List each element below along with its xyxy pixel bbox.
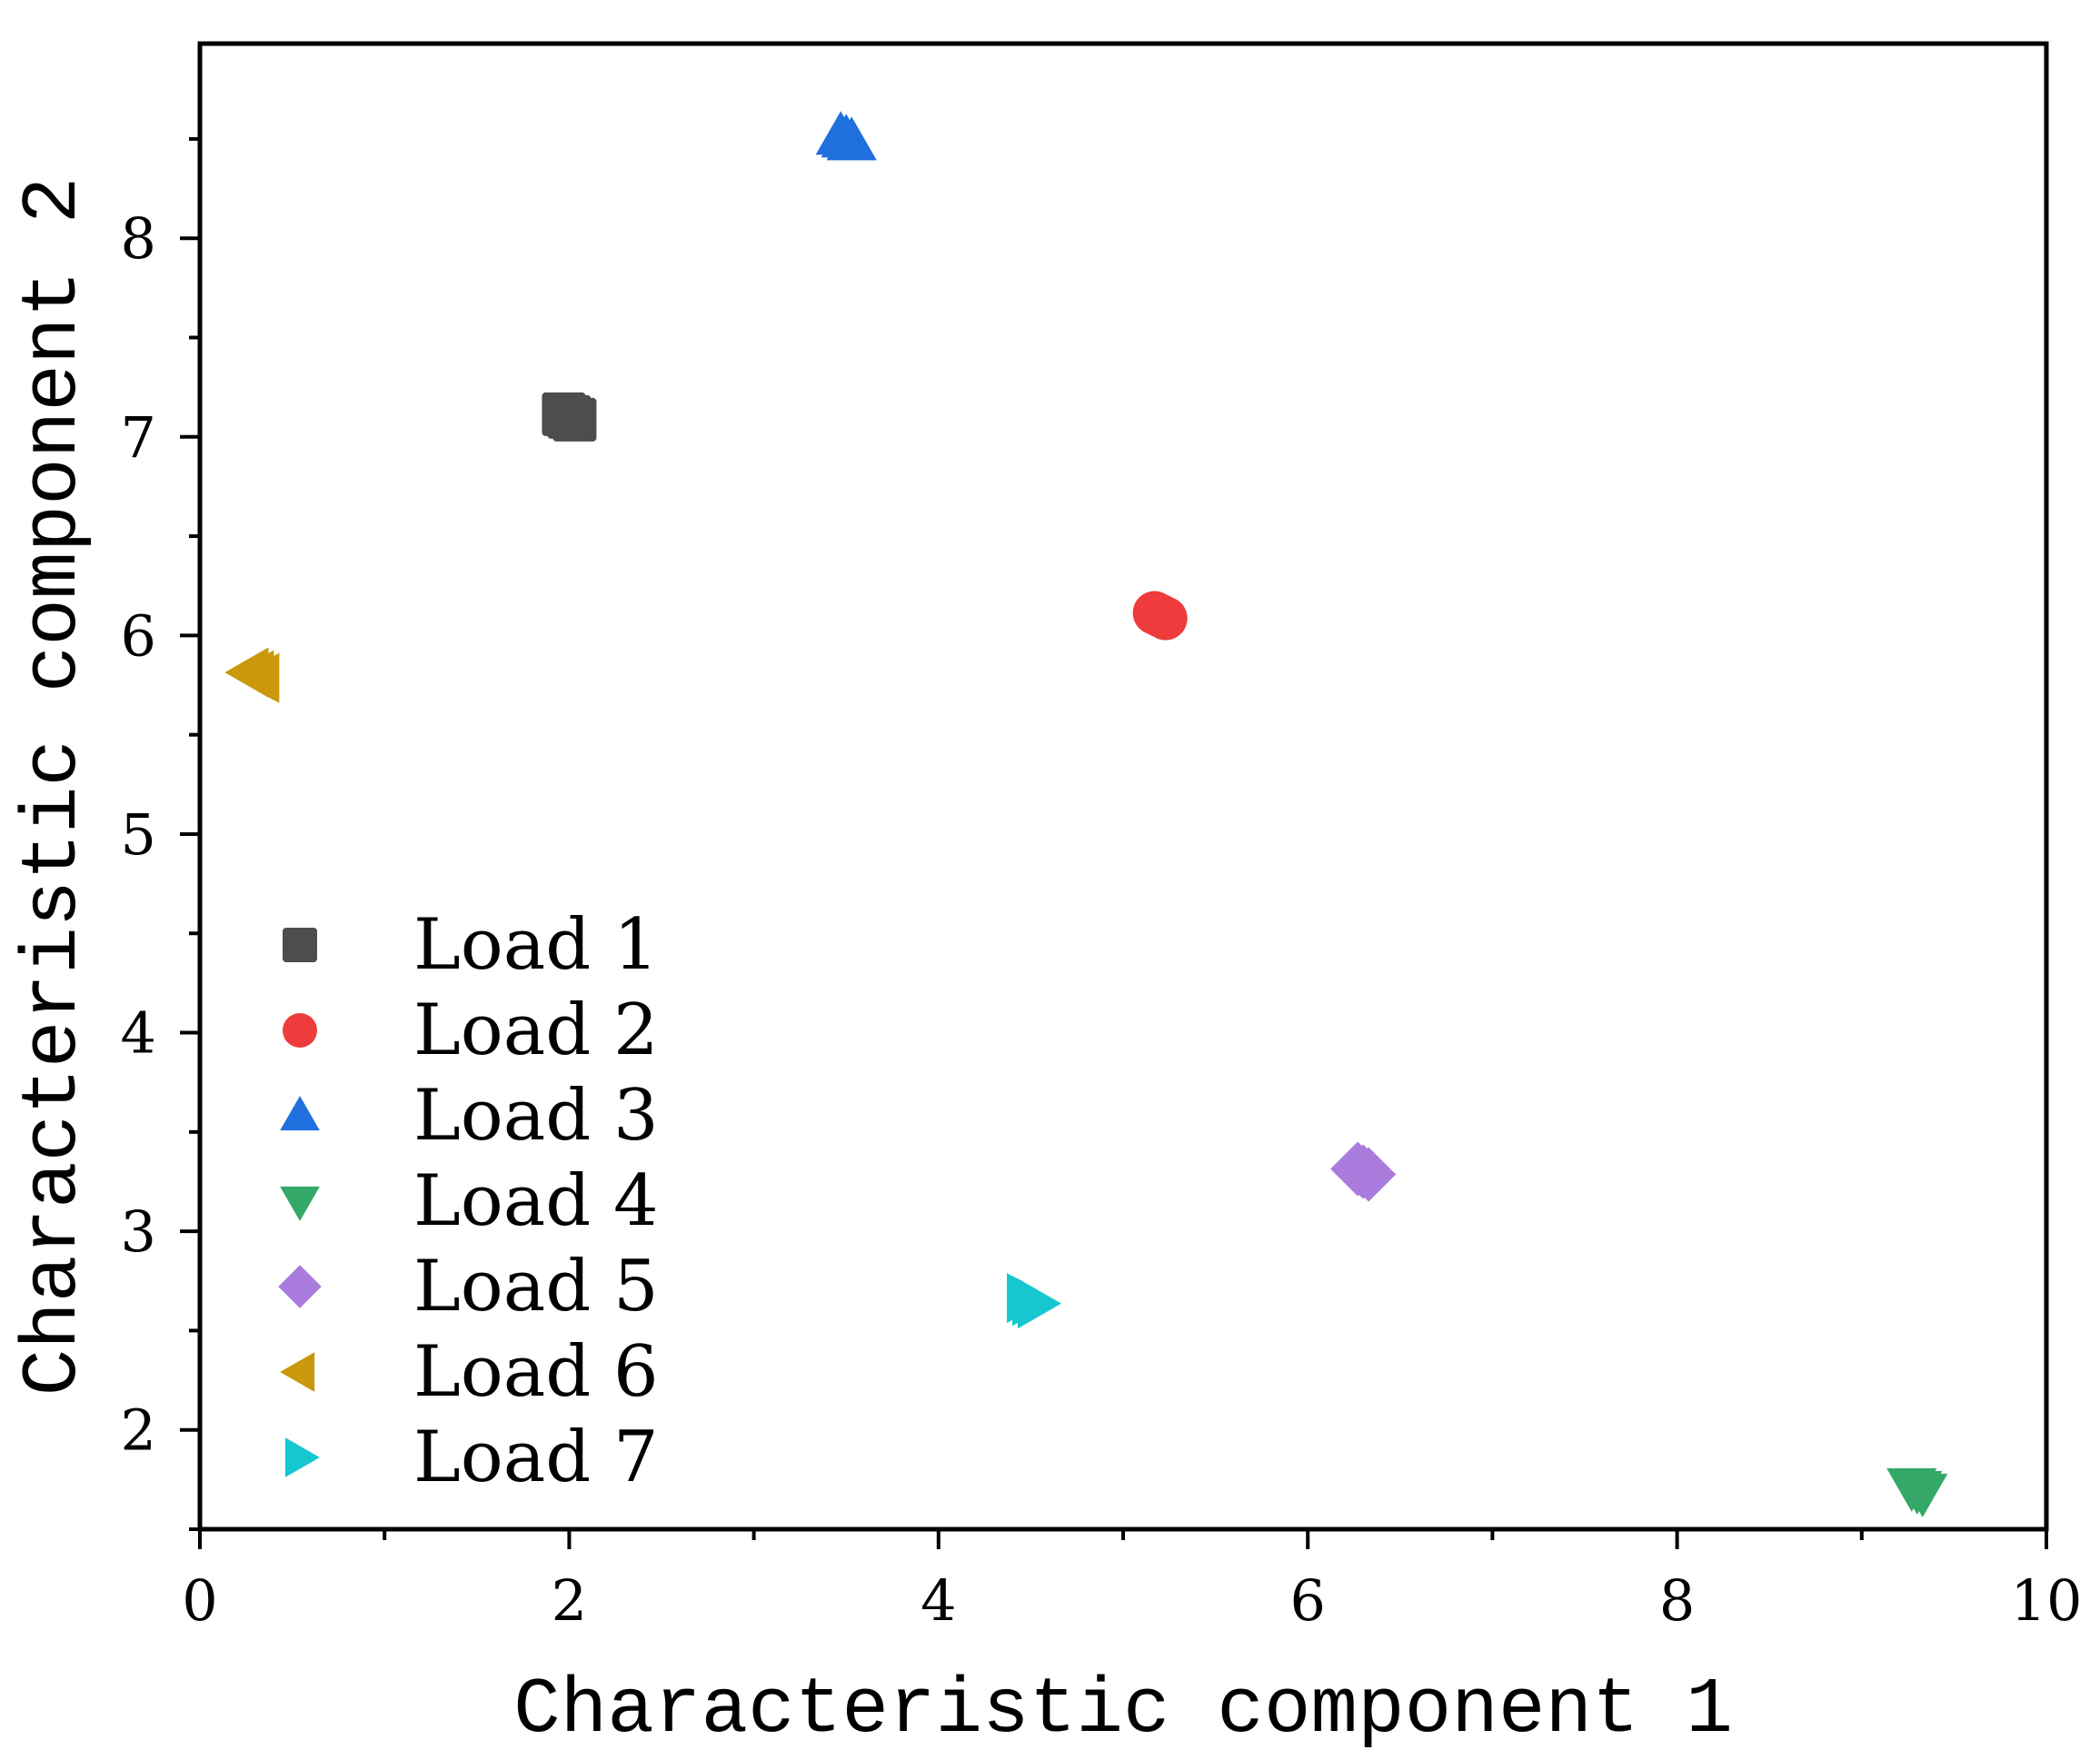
data-point-marker [547,394,592,439]
data-point-marker [821,114,871,158]
legend-marker [280,1096,320,1131]
data-point-marker [1012,1276,1056,1327]
data-point [224,647,280,703]
y-tick-label: 6 [121,602,156,669]
legend-marker [283,928,317,962]
legend-label: Load 5 [413,1246,659,1327]
legend-item: Load 4 [280,1160,659,1242]
legend-item: Load 2 [283,989,659,1071]
data-marks [224,111,1948,1517]
legend-label: Load 4 [413,1160,659,1242]
legend-item: Load 3 [280,1075,659,1157]
data-point [542,392,597,442]
legend-label: Load 6 [413,1331,659,1413]
legend-item: Load 7 [284,1417,659,1498]
y-axis-title: Characteristic component 2 [9,177,98,1397]
legend-label: Load 3 [413,1075,659,1157]
legend-item: Load 5 [278,1246,659,1327]
legend-marker [280,1352,315,1392]
x-axis-title: Characteristic component 1 [513,1665,1733,1750]
x-tick-label: 0 [182,1567,217,1634]
y-tick-label: 7 [121,404,156,471]
legend-marker [283,1013,317,1048]
ticks: 0 2 4 6 8 10 2 3 4 5 6 7 8 [121,136,2083,1634]
legend-item: Load 6 [280,1331,659,1413]
legend-item: Load 1 [283,904,659,986]
x-tick-label: 6 [1289,1567,1325,1634]
data-point-marker [1336,1144,1391,1199]
y-tick-label: 4 [121,1000,156,1067]
legend-marker [284,1437,320,1477]
legend-label: Load 1 [413,904,659,986]
legend-marker [280,1186,320,1221]
data-point-marker [1138,593,1182,638]
data-point [1330,1141,1397,1202]
y-tick-label: 2 [121,1397,156,1464]
data-point [815,111,877,161]
data-point [1886,1467,1948,1517]
legend-marker [278,1265,322,1308]
y-tick-label: 8 [121,205,156,272]
x-tick-label: 4 [921,1567,956,1634]
legend-label: Load 2 [413,989,659,1071]
y-tick-label: 3 [121,1198,156,1265]
x-tick-label: 2 [552,1567,587,1634]
y-tick-label: 5 [121,801,156,868]
data-point [1132,591,1188,641]
data-point-marker [230,650,274,701]
data-point-marker [1892,1470,1943,1515]
data-point [1007,1273,1061,1329]
x-tick-label: 8 [1659,1567,1695,1634]
x-tick-label: 10 [2011,1567,2083,1634]
legend-label: Load 7 [413,1417,659,1498]
